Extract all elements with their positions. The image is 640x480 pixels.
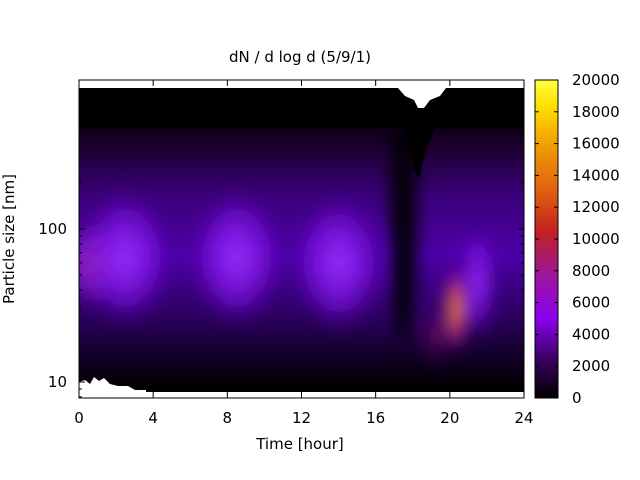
heatmap-feature: [188, 187, 285, 328]
x-tick-label: 12: [292, 409, 311, 427]
x-tick-label: 24: [514, 409, 533, 427]
missing-data-bottom-left: [79, 377, 146, 392]
y-tick-label: 10: [48, 373, 67, 391]
heatmap: [79, 80, 524, 398]
heatmap-feature: [427, 305, 443, 366]
colorbar-tick-label: 2000: [572, 357, 610, 375]
colorbar-tick-label: 6000: [572, 294, 610, 312]
colorbar-tick-label: 12000: [572, 198, 620, 216]
heatmap-top-band: [79, 88, 524, 128]
y-axis-label: Particle size [nm]: [0, 174, 18, 304]
colorbar-tick-label: 8000: [572, 262, 610, 280]
colorbar-tick-label: 16000: [572, 135, 620, 153]
x-tick-label: 16: [366, 409, 385, 427]
chart-title: dN / d log d (5/9/1): [229, 48, 371, 66]
heatmap-dark-plume: [402, 120, 440, 178]
heatmap-feature: [79, 187, 174, 328]
x-tick-label: 4: [148, 409, 158, 427]
x-axis-label: Time [hour]: [255, 435, 344, 453]
x-tick-label: 8: [223, 409, 233, 427]
heatmap-feature: [389, 102, 418, 343]
colorbar-tick-label: 20000: [572, 71, 620, 89]
colorbar-tick-label: 10000: [572, 230, 620, 248]
missing-data-notch: [398, 88, 446, 108]
y-tick-label: 100: [38, 220, 67, 238]
x-tick-label: 20: [440, 409, 459, 427]
colorbar-tick-label: 14000: [572, 166, 620, 184]
heatmap-feature: [290, 192, 387, 333]
colorbar-tick-label: 4000: [572, 325, 610, 343]
x-tick-label: 0: [74, 409, 84, 427]
colorbar-tick-label: 0: [572, 389, 582, 407]
heatmap-feature: [459, 222, 496, 343]
colorbar-tick-label: 18000: [572, 103, 620, 121]
